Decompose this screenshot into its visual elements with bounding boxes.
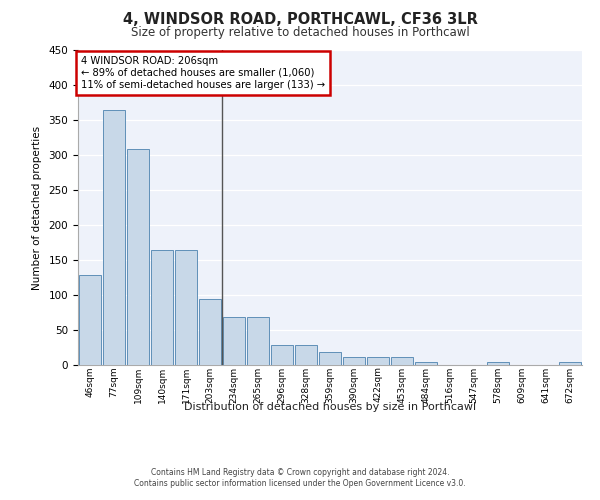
Bar — [103, 110, 125, 365]
Bar — [367, 356, 389, 365]
Bar — [271, 346, 293, 365]
Bar — [151, 250, 173, 365]
Y-axis label: Number of detached properties: Number of detached properties — [32, 126, 41, 290]
Bar — [559, 362, 581, 365]
Bar — [391, 356, 413, 365]
Bar — [175, 250, 197, 365]
Bar — [319, 352, 341, 365]
Bar — [295, 346, 317, 365]
Bar — [487, 362, 509, 365]
Text: 4 WINDSOR ROAD: 206sqm
← 89% of detached houses are smaller (1,060)
11% of semi-: 4 WINDSOR ROAD: 206sqm ← 89% of detached… — [80, 56, 325, 90]
Bar — [343, 356, 365, 365]
Text: Contains HM Land Registry data © Crown copyright and database right 2024.
Contai: Contains HM Land Registry data © Crown c… — [134, 468, 466, 487]
Bar — [247, 318, 269, 365]
Bar — [79, 276, 101, 365]
Bar — [199, 298, 221, 365]
Text: Distribution of detached houses by size in Porthcawl: Distribution of detached houses by size … — [184, 402, 476, 412]
Bar — [415, 362, 437, 365]
Text: 4, WINDSOR ROAD, PORTHCAWL, CF36 3LR: 4, WINDSOR ROAD, PORTHCAWL, CF36 3LR — [122, 12, 478, 28]
Bar — [223, 318, 245, 365]
Text: Size of property relative to detached houses in Porthcawl: Size of property relative to detached ho… — [131, 26, 469, 39]
Bar — [127, 150, 149, 365]
